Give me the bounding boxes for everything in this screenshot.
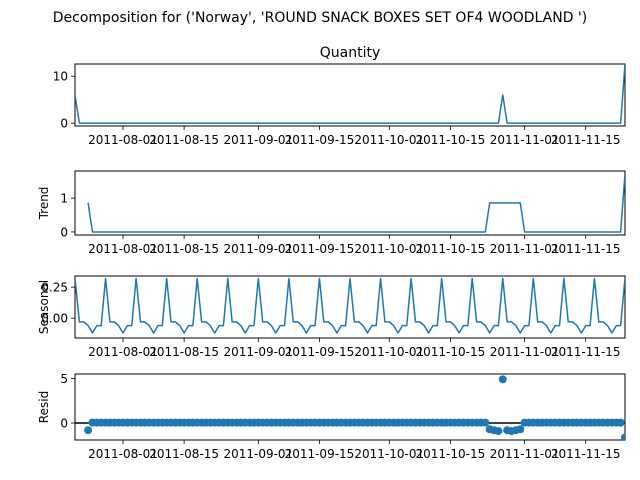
ytick-label: 1: [60, 192, 68, 206]
xtick-label: 2011-08-01: [88, 345, 158, 359]
ylabel-seasonal: Seasonal: [37, 280, 51, 334]
panel-observed-frame: [74, 63, 626, 127]
xtick-label: 2011-11-15: [551, 345, 621, 359]
ytick-label: 0: [60, 117, 68, 131]
ytick-label: 0.25: [41, 281, 68, 295]
xtick-label: 2011-09-01: [223, 242, 293, 256]
panel-resid-frame: [74, 373, 626, 441]
xtick-label: 2011-08-01: [88, 447, 158, 461]
resid-point: [621, 433, 625, 440]
xtick-label: 2011-10-01: [354, 242, 424, 256]
panel-seasonal-frame: [74, 275, 626, 339]
ytick-label: 0: [60, 417, 68, 431]
resid-point: [498, 375, 507, 384]
xtick-label: 2011-11-15: [551, 447, 621, 461]
xtick-label: 2011-08-15: [149, 345, 219, 359]
chart-title: Decomposition for ('Norway', 'ROUND SNAC…: [53, 10, 588, 26]
xtick-label: 2011-10-01: [354, 345, 424, 359]
ytick-label: 10: [53, 70, 68, 84]
ytick-label: 0.00: [41, 312, 68, 326]
xtick-label: 2011-08-15: [149, 447, 219, 461]
xtick-label: 2011-10-15: [416, 345, 486, 359]
resid-point: [494, 427, 503, 436]
ytick-label: 0: [60, 225, 68, 239]
xtick-label: 2011-09-01: [223, 133, 293, 147]
series-line-observed: [75, 64, 625, 124]
xtick-label: 2011-09-01: [223, 345, 293, 359]
ytick-label: 5: [60, 372, 68, 386]
panel-trend-frame: [74, 170, 626, 236]
ylabel-resid: Resid: [37, 391, 51, 423]
xtick-label: 2011-09-15: [285, 447, 355, 461]
xtick-label: 2011-10-01: [354, 133, 424, 147]
xtick-label: 2011-10-01: [354, 447, 424, 461]
series-line-seasonal: [75, 277, 625, 334]
resid-point: [481, 418, 490, 427]
ylabel-trend: Trend: [37, 187, 51, 221]
xtick-label: 2011-11-01: [490, 447, 560, 461]
xtick-label: 2011-09-01: [223, 447, 293, 461]
xtick-label: 2011-10-15: [416, 447, 486, 461]
xtick-label: 2011-09-15: [285, 133, 355, 147]
xtick-label: 2011-08-01: [88, 133, 158, 147]
resid-point: [84, 426, 93, 435]
xtick-label: 2011-11-01: [490, 242, 560, 256]
series-line-trend: [87, 173, 625, 233]
xtick-label: 2011-11-15: [551, 242, 621, 256]
resid-point: [616, 418, 625, 427]
xtick-label: 2011-08-15: [149, 242, 219, 256]
xtick-label: 2011-11-01: [490, 133, 560, 147]
resid-point: [516, 425, 525, 434]
xtick-label: 2011-11-01: [490, 345, 560, 359]
xtick-label: 2011-10-15: [416, 133, 486, 147]
xtick-label: 2011-10-15: [416, 242, 486, 256]
xtick-label: 2011-08-01: [88, 242, 158, 256]
xtick-label: 2011-11-15: [551, 133, 621, 147]
xtick-label: 2011-09-15: [285, 345, 355, 359]
xtick-label: 2011-08-15: [149, 133, 219, 147]
subplot-title: Quantity: [320, 45, 381, 61]
xtick-label: 2011-09-15: [285, 242, 355, 256]
